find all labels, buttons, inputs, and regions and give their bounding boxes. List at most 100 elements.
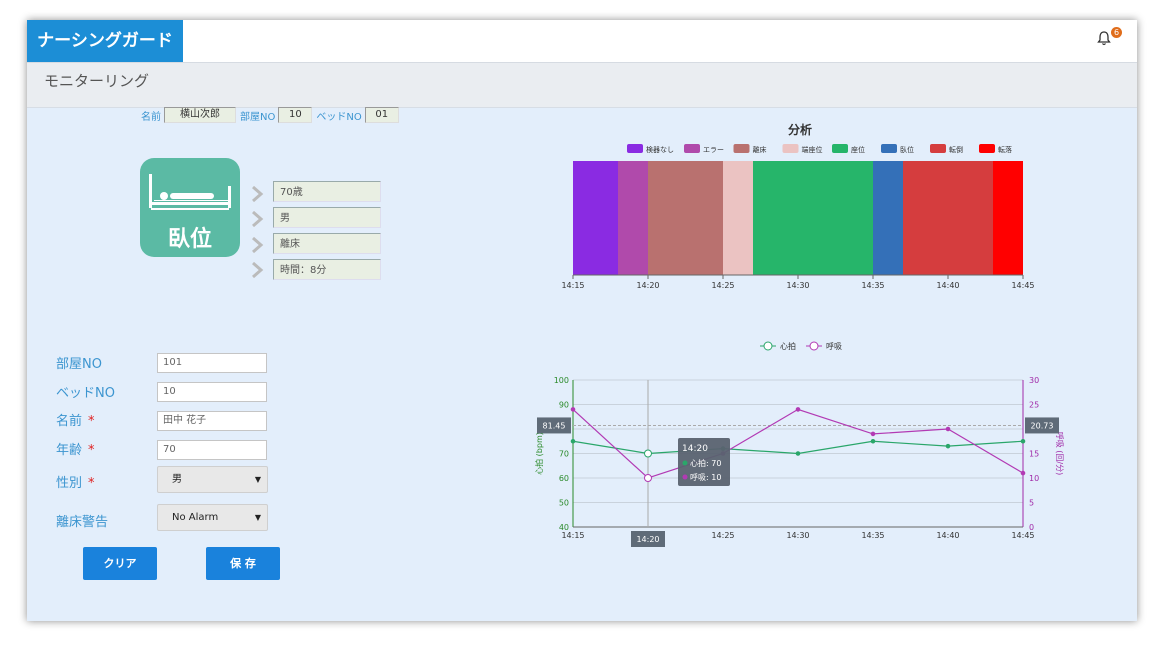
timeline-segment — [723, 161, 753, 275]
x-tick-label: 14:30 — [786, 531, 809, 540]
crosshair-right-label: 20.73 — [1031, 421, 1054, 430]
timeline-segment — [618, 161, 648, 275]
legend-label: 転落 — [998, 145, 1012, 154]
data-point — [945, 426, 951, 432]
timeline-segment — [873, 161, 903, 275]
crosshair-left-badge — [537, 417, 571, 434]
notification-bell-icon[interactable]: 6 — [1097, 27, 1122, 49]
legend-swatch — [832, 144, 848, 153]
chevron-right-icon — [252, 262, 264, 278]
dropdown-caret-icon: ▼ — [254, 513, 261, 522]
timeline-title: 分析 — [788, 122, 812, 137]
top-bar: ナーシングガード 6 — [27, 20, 1137, 63]
data-point — [795, 451, 801, 456]
legend-swatch — [733, 144, 750, 153]
right-tick-label: 10 — [1029, 474, 1039, 483]
name-input[interactable]: 田中 花子 — [157, 411, 267, 431]
vitals-line-chart: 心拍呼吸40506070809010005101520253014:1514:2… — [534, 341, 1065, 547]
data-point — [1020, 470, 1026, 476]
required-mark: * — [88, 414, 95, 429]
right-tick-label: 30 — [1029, 376, 1039, 385]
legend-marker — [809, 341, 819, 351]
bed-label: ベッドNO — [316, 111, 362, 123]
timeline-segment — [993, 161, 1023, 275]
timeline-segment — [903, 161, 993, 275]
form-age-label: 年齢 * — [56, 443, 95, 458]
page-header: モニターリング — [27, 63, 1137, 108]
tooltip-marker — [682, 474, 688, 480]
timeline-segment — [573, 161, 618, 275]
clear-button[interactable]: クリア — [83, 547, 157, 580]
left-tick-label: 50 — [559, 499, 569, 508]
series-line — [572, 408, 1024, 479]
tooltip-line: 心拍: 70 — [690, 458, 721, 468]
data-point — [644, 449, 652, 458]
app-logo[interactable]: ナーシングガード — [27, 20, 183, 62]
timeline-segment — [753, 161, 873, 275]
alarm-select[interactable]: No Alarm ▼ — [157, 504, 268, 531]
name-label: 名前 — [141, 111, 161, 123]
data-point — [644, 474, 652, 482]
tooltip-title: 14:20 — [682, 444, 708, 454]
bed-input[interactable]: 10 — [157, 382, 267, 402]
x-tick-label: 14:35 — [861, 531, 884, 540]
name-value: 横山次郎 — [164, 107, 236, 123]
legend-label: 座位 — [851, 145, 865, 154]
timeline-tick-label: 14:40 — [936, 281, 959, 290]
left-tick-label: 60 — [559, 474, 569, 483]
age-input[interactable]: 70 — [157, 440, 267, 460]
legend-swatch — [782, 144, 799, 153]
detail-status: 離床 — [273, 233, 381, 254]
dropdown-caret-icon: ▼ — [254, 475, 261, 484]
legend-label: 転倒 — [949, 145, 963, 154]
data-point — [1020, 438, 1026, 444]
timeline-tick-label: 14:35 — [861, 281, 884, 290]
legend-swatch — [627, 144, 643, 153]
notification-badge: 6 — [1111, 27, 1122, 38]
data-point — [870, 438, 876, 444]
detail-duration: 時間：8分 — [273, 259, 381, 280]
right-tick-label: 5 — [1029, 499, 1034, 508]
data-point — [570, 407, 576, 412]
tooltip-line: 呼吸: 10 — [690, 472, 721, 482]
legend-label: 検器なし — [646, 145, 674, 154]
left-tick-label: 70 — [559, 450, 569, 459]
detail-age: 70歳 — [273, 181, 381, 202]
form-bed-label: ベッドNO — [56, 386, 115, 401]
chevron-right-icon — [252, 211, 264, 227]
tooltip-box — [678, 438, 730, 486]
posture-card: 臥位 — [140, 158, 240, 257]
timeline-tick-label: 14:30 — [786, 281, 809, 290]
room-input[interactable]: 101 — [157, 353, 267, 373]
crosshair-right-badge — [1025, 417, 1059, 434]
right-tick-label: 25 — [1029, 401, 1039, 410]
x-tick-label: 14:15 — [561, 531, 584, 540]
legend-label: 呼吸 — [826, 341, 842, 351]
right-tick-label: 15 — [1029, 450, 1039, 459]
timeline-tick-label: 14:20 — [636, 281, 659, 290]
room-label: 部屋NO — [240, 111, 276, 123]
form-name-label: 名前 * — [56, 414, 95, 429]
legend-swatch — [979, 144, 995, 153]
form-room-label: 部屋NO — [56, 357, 102, 372]
bed-person-icon — [149, 174, 231, 210]
legend-label: エラー — [703, 146, 724, 154]
room-value: 10 — [278, 107, 313, 123]
chevron-right-icon — [252, 237, 264, 253]
data-point — [570, 438, 576, 444]
gender-select[interactable]: 男 ▼ — [157, 466, 268, 493]
data-point — [945, 443, 951, 449]
legend-label: 臥位 — [900, 145, 914, 154]
posture-label: 臥位 — [167, 227, 212, 252]
x-tick-label: 14:45 — [1011, 531, 1034, 540]
data-point — [795, 407, 801, 412]
crosshair-left-label: 81.45 — [543, 421, 566, 430]
tooltip-marker — [682, 460, 688, 466]
save-button[interactable]: 保 存 — [206, 547, 280, 580]
timeline-tick-label: 14:45 — [1011, 281, 1034, 290]
legend-swatch — [684, 144, 700, 153]
chevron-right-icon — [252, 186, 264, 202]
legend-swatch — [930, 144, 946, 153]
form-alarm-label: 離床警告 — [56, 515, 109, 530]
